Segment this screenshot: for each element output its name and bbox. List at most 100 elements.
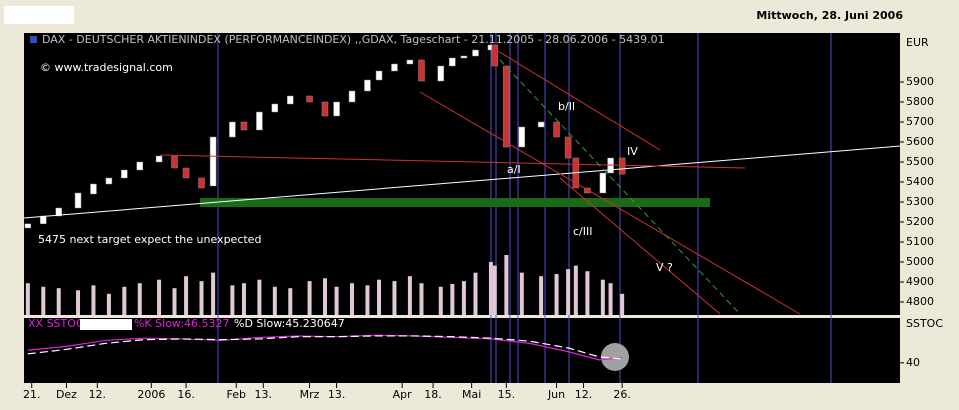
volume-bar xyxy=(172,288,177,315)
volume-bar xyxy=(419,283,424,315)
x-tick-label: Feb xyxy=(227,388,246,401)
volume-bar xyxy=(377,279,382,315)
candle-body xyxy=(333,101,340,117)
volume-bar xyxy=(241,283,246,315)
support-zone xyxy=(200,198,710,207)
legend-entry: %K Slow:46.5327 xyxy=(134,317,230,330)
x-tick-label: 18. xyxy=(424,388,442,401)
volume-bar xyxy=(438,286,443,315)
stoch-line xyxy=(27,335,623,360)
y-tick-label: 5500 xyxy=(906,155,934,168)
annotation: IV xyxy=(627,145,638,158)
y-tick-label: 5600 xyxy=(906,135,934,148)
x-tick-label: 13. xyxy=(255,388,273,401)
candle-body xyxy=(537,121,545,128)
y-tick-label: 5800 xyxy=(906,95,934,108)
price-panel xyxy=(24,33,900,315)
candle-body xyxy=(518,126,526,148)
y-tick-label: 5700 xyxy=(906,115,934,128)
candle-body xyxy=(391,63,398,72)
legend-entry: %D Slow:45.230647 xyxy=(234,317,345,330)
axis-unit: SSTOC xyxy=(906,317,943,330)
candle-body xyxy=(136,161,144,171)
candle-body xyxy=(584,187,591,194)
candle-body xyxy=(155,155,163,163)
volume-bar xyxy=(461,281,466,315)
chart-title: DAX - DEUTSCHER AKTIENINDEX (PERFORMANCE… xyxy=(42,33,665,46)
x-tick-label: 12. xyxy=(89,388,107,401)
volume-bar xyxy=(407,276,412,315)
candle-body xyxy=(182,167,190,179)
candle-body xyxy=(209,136,217,187)
volume-bar xyxy=(41,286,46,315)
candle-body xyxy=(364,79,371,92)
candle-body xyxy=(618,157,626,175)
volume-bar xyxy=(620,293,625,315)
candle-body xyxy=(24,223,32,229)
candle-body xyxy=(121,169,128,179)
y-tick-label: 5300 xyxy=(906,195,934,208)
volume-bar xyxy=(585,271,590,315)
candle-body xyxy=(348,90,356,103)
candle-body xyxy=(599,172,607,194)
candle-body xyxy=(287,95,294,105)
candle-body xyxy=(449,57,456,67)
volume-bar xyxy=(365,285,370,315)
stoch-panel xyxy=(24,318,900,383)
volume-bar xyxy=(519,272,524,315)
volume-bar xyxy=(473,272,478,315)
y-tick-label: 4900 xyxy=(906,275,934,288)
volume-bar xyxy=(25,283,30,315)
candle-body xyxy=(491,44,499,67)
volume-bar xyxy=(56,288,61,315)
candle-body xyxy=(105,177,113,185)
cycle-lines xyxy=(217,33,832,383)
candle-body xyxy=(418,59,425,82)
volume-bar xyxy=(184,276,189,315)
candle-body xyxy=(90,183,97,195)
candle-body xyxy=(321,101,329,117)
volume-bar xyxy=(106,293,111,315)
candle-body xyxy=(40,215,47,225)
x-tick-label: Apr xyxy=(393,388,413,401)
volume-bar xyxy=(137,283,142,315)
trendlines xyxy=(23,47,901,315)
volume-bar xyxy=(323,278,328,315)
volume-bar xyxy=(392,281,397,315)
y-tick-label: 5900 xyxy=(906,75,934,88)
x-tick-label: 2006 xyxy=(137,388,165,401)
volume-bar xyxy=(554,274,559,315)
x-tick-label: Jun xyxy=(547,388,565,401)
volume-bar xyxy=(566,269,571,315)
volume-bar xyxy=(450,283,455,315)
volume-bar xyxy=(307,281,312,315)
candle-body xyxy=(271,103,279,113)
annotation: 5475 next target expect the unexpected xyxy=(38,233,261,246)
annotation: V ? xyxy=(656,261,673,274)
candle-body xyxy=(437,65,445,82)
volume-bar xyxy=(122,286,127,315)
candle-body xyxy=(55,207,62,217)
volume-bar xyxy=(288,288,293,315)
volume-bar xyxy=(272,286,277,315)
volume-bar xyxy=(504,255,509,315)
x-tick-label: 15. xyxy=(498,388,516,401)
volume-bar xyxy=(157,279,162,315)
y-tick-label: 40 xyxy=(906,356,920,369)
title-icon xyxy=(30,36,37,43)
axis-unit: EUR xyxy=(906,36,929,49)
volume-bar xyxy=(91,285,96,315)
volume-bar xyxy=(488,262,493,315)
credit: © www.tradesignal.com xyxy=(40,61,173,74)
annotation: b/II xyxy=(558,100,575,113)
volume-bar xyxy=(257,279,262,315)
volume-bar xyxy=(608,283,613,315)
candle-body xyxy=(460,55,468,59)
stoch-line xyxy=(27,334,623,361)
candle-body xyxy=(198,177,205,189)
annotation: a/I xyxy=(507,163,521,176)
annotation: c/III xyxy=(573,225,593,238)
candle-body xyxy=(406,59,414,65)
x-tick-label: 21. xyxy=(23,388,41,401)
